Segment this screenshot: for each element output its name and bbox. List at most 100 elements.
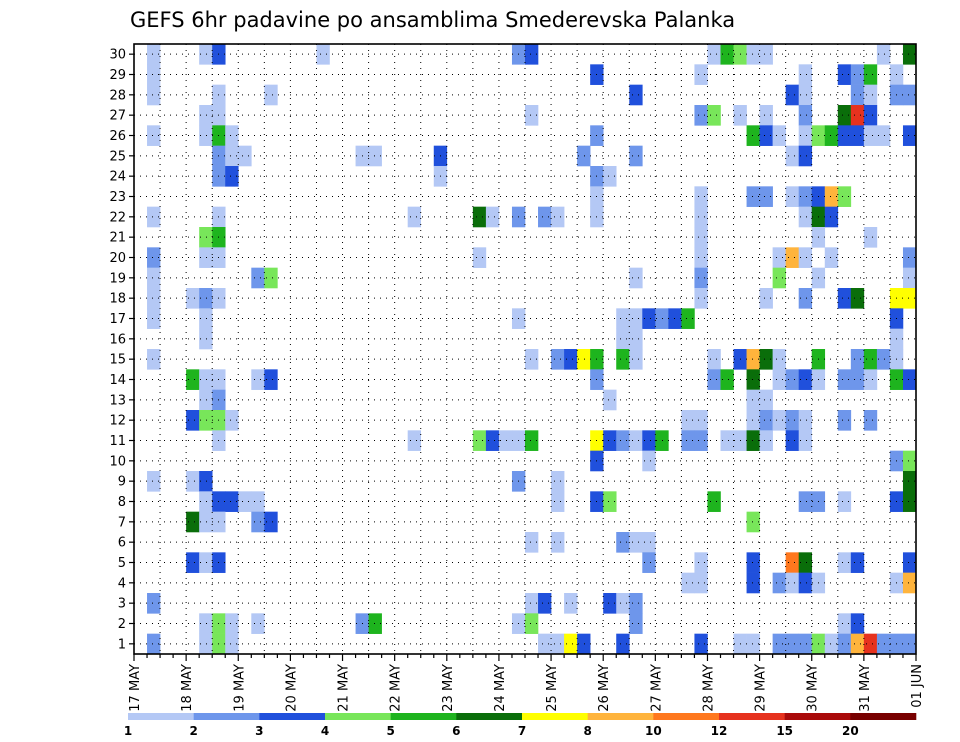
heatmap-cell	[902, 369, 917, 390]
legend-swatch	[193, 713, 260, 720]
x-tick-label: 26 MAY	[597, 664, 612, 712]
y-tick-label: 4	[118, 576, 126, 591]
heatmap-cell	[798, 105, 813, 126]
heatmap-cell	[850, 84, 865, 106]
heatmap-cell	[186, 369, 200, 390]
heatmap-cell	[147, 84, 161, 106]
heatmap-cell	[863, 105, 878, 126]
heatmap-cell	[264, 511, 278, 533]
heatmap-cell	[785, 369, 799, 390]
heatmap-cell	[668, 308, 682, 329]
heatmap-cell	[147, 349, 161, 370]
heatmap-cell	[147, 288, 161, 309]
heatmap-cell	[551, 491, 565, 512]
heatmap-cell	[485, 206, 500, 228]
heatmap-cell	[798, 186, 813, 207]
heatmap-cell	[199, 471, 213, 492]
heatmap-cell	[746, 633, 760, 655]
heatmap-cell	[538, 206, 552, 228]
legend-label: 20	[842, 724, 859, 738]
heatmap-cell	[902, 84, 917, 106]
heatmap-cell	[199, 288, 213, 309]
heatmap-cell	[264, 84, 278, 106]
heatmap-cell	[772, 369, 786, 390]
heatmap-cell	[746, 511, 760, 533]
heatmap-cell	[472, 247, 487, 268]
heatmap-cell	[251, 511, 265, 533]
heatmap-cell	[694, 430, 708, 451]
heatmap-cell	[759, 349, 773, 370]
heatmap-cell	[694, 633, 708, 655]
x-tick-label: 27 MAY	[649, 664, 664, 712]
heatmap-cell	[746, 430, 760, 451]
heatmap-cell	[551, 532, 565, 553]
y-tick-label: 22	[109, 210, 126, 225]
x-tick-label: 18 MAY	[180, 664, 195, 712]
heatmap-cell	[629, 430, 643, 451]
y-tick-label: 16	[109, 332, 126, 347]
heatmap-cell	[785, 572, 799, 594]
heatmap-cell	[746, 349, 760, 370]
heatmap-cell	[603, 593, 617, 614]
heatmap-cell	[902, 247, 917, 268]
heatmap-cell	[472, 430, 487, 451]
heatmap-cell	[707, 349, 721, 370]
heatmap-cell	[694, 186, 708, 207]
y-tick-label: 11	[109, 434, 126, 449]
heatmap-cell	[798, 552, 813, 573]
x-tick-label: 29 MAY	[754, 664, 769, 712]
heatmap-cell	[199, 308, 213, 329]
heatmap-cell	[147, 593, 161, 614]
legend-label: 5	[386, 724, 394, 738]
heatmap-cell	[850, 64, 865, 85]
heatmap-cell	[199, 410, 213, 431]
heatmap-cell	[772, 410, 786, 431]
heatmap-cell	[525, 532, 539, 553]
heatmap-cell	[225, 125, 239, 146]
heatmap-cell	[694, 206, 708, 228]
heatmap-cell	[199, 328, 213, 350]
heatmap-cell	[798, 572, 813, 594]
y-tick-label: 8	[118, 495, 126, 510]
x-tick-label: 19 MAY	[232, 664, 247, 712]
heatmap-cell	[798, 410, 813, 431]
heatmap-cell	[785, 145, 799, 167]
heatmap-cell	[251, 369, 265, 390]
heatmap-cell	[147, 64, 161, 85]
heatmap-cell	[824, 186, 839, 207]
heatmap-cell	[707, 491, 721, 512]
heatmap-cell	[902, 572, 917, 594]
heatmap-cell	[642, 430, 656, 451]
heatmap-cell	[564, 349, 578, 370]
y-tick-label: 15	[109, 353, 126, 368]
legend-label: 10	[645, 724, 662, 738]
heatmap-cell	[824, 125, 839, 146]
heatmap-cell	[850, 613, 865, 634]
legend-swatch	[587, 713, 654, 720]
heatmap-cell	[199, 491, 213, 512]
legend-swatch	[719, 713, 785, 720]
y-tick-label: 29	[109, 68, 126, 83]
heatmap-cell	[147, 247, 161, 268]
heatmap-cell	[368, 613, 382, 634]
heatmap-cell	[551, 633, 565, 655]
heatmap-cell	[798, 288, 813, 309]
heatmap-cell	[629, 84, 643, 106]
heatmap-cell	[837, 186, 852, 207]
heatmap-cell	[225, 491, 239, 512]
heatmap-cell	[225, 166, 239, 187]
heatmap-cell	[199, 389, 213, 411]
heatmap-cell	[577, 145, 591, 167]
legend-swatch	[456, 713, 523, 720]
legend-label: 15	[776, 724, 793, 738]
heatmap-cell	[746, 369, 760, 390]
heatmap-cell	[199, 552, 213, 573]
gridlines	[134, 44, 916, 654]
heatmap-cell	[603, 389, 617, 411]
x-axis: 17 MAY 18 MAY 19 MAY 20 MAY 21 MAY 22 MAY 23 M…	[128, 654, 925, 712]
heatmap-cell	[746, 44, 760, 65]
heatmap-cell	[902, 288, 917, 309]
y-tick-label: 23	[109, 190, 126, 205]
heatmap-cell	[199, 227, 213, 248]
heatmap-cell	[147, 206, 161, 228]
